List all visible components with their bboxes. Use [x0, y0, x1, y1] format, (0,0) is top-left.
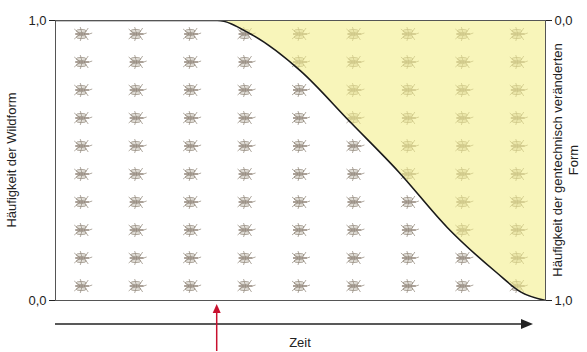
svg-text:0,0: 0,0 [555, 13, 573, 28]
svg-text:1,0: 1,0 [555, 293, 573, 308]
svg-text:Zeit: Zeit [289, 335, 311, 350]
svg-text:1,0: 1,0 [28, 13, 46, 28]
svg-text:Häufigkeit der gentechnisch ve: Häufigkeit der gentechnisch veränderten [550, 43, 565, 276]
svg-text:Häufigkeit der Wildform: Häufigkeit der Wildform [4, 92, 19, 227]
svg-text:0,0: 0,0 [28, 293, 46, 308]
svg-text:Form: Form [566, 145, 581, 175]
